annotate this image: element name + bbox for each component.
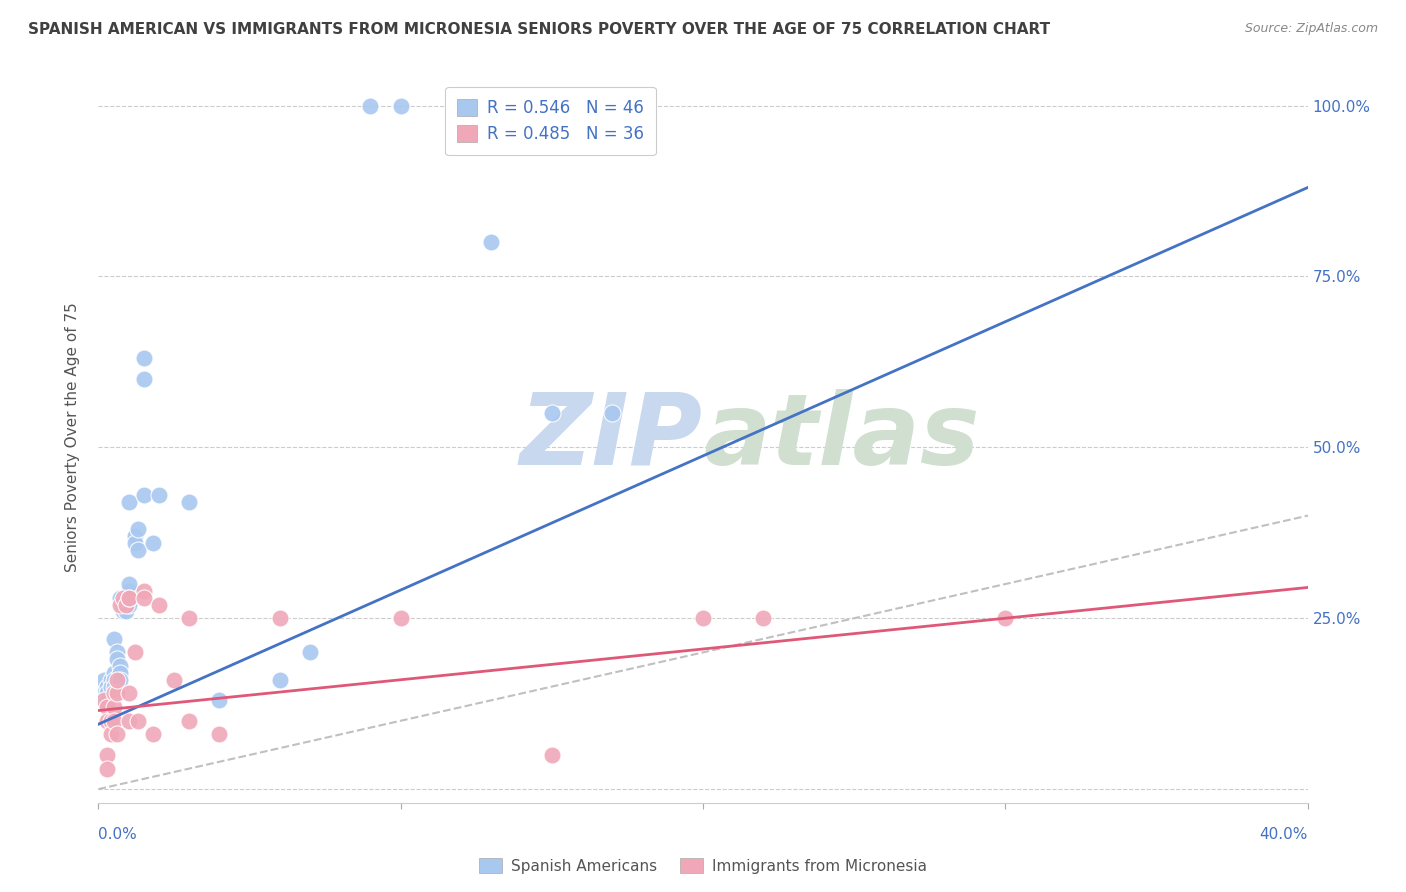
Legend: R = 0.546   N = 46, R = 0.485   N = 36: R = 0.546 N = 46, R = 0.485 N = 36 [446, 87, 655, 155]
Point [118, 591, 141, 605]
Point [103, 680, 125, 694]
Point [692, 611, 714, 625]
Point [114, 591, 136, 605]
Point [100, 673, 122, 687]
Point [103, 632, 125, 646]
Point [142, 536, 165, 550]
Point [96, 686, 118, 700]
Point [389, 611, 412, 625]
Point [108, 598, 131, 612]
Point [208, 693, 231, 707]
Point [132, 583, 155, 598]
Point [111, 598, 134, 612]
Point [118, 591, 141, 605]
Point [118, 495, 141, 509]
Point [179, 611, 201, 625]
Point [96, 762, 118, 776]
Point [481, 235, 503, 250]
Point [114, 604, 136, 618]
Point [179, 714, 201, 728]
Point [105, 727, 128, 741]
Point [148, 488, 170, 502]
Text: 0.0%: 0.0% [98, 827, 138, 842]
Point [103, 673, 125, 687]
Point [269, 611, 291, 625]
Point [93, 673, 115, 687]
Legend: Spanish Americans, Immigrants from Micronesia: Spanish Americans, Immigrants from Micro… [472, 852, 934, 880]
Point [994, 611, 1017, 625]
Point [93, 693, 115, 707]
Text: SPANISH AMERICAN VS IMMIGRANTS FROM MICRONESIA SENIORS POVERTY OVER THE AGE OF 7: SPANISH AMERICAN VS IMMIGRANTS FROM MICR… [28, 22, 1050, 37]
Point [103, 714, 125, 728]
Point [118, 598, 141, 612]
Point [103, 686, 125, 700]
Point [105, 686, 128, 700]
Point [111, 591, 134, 605]
Text: ZIP: ZIP [520, 389, 703, 485]
Point [132, 488, 155, 502]
Point [103, 665, 125, 680]
Point [103, 686, 125, 700]
Point [105, 652, 128, 666]
Y-axis label: Seniors Poverty Over the Age of 75: Seniors Poverty Over the Age of 75 [65, 302, 80, 572]
Point [105, 645, 128, 659]
Point [111, 604, 134, 618]
Point [360, 98, 382, 112]
Point [540, 747, 562, 762]
Point [389, 98, 412, 112]
Point [132, 372, 155, 386]
Point [132, 351, 155, 366]
Point [96, 714, 118, 728]
Text: Source: ZipAtlas.com: Source: ZipAtlas.com [1244, 22, 1378, 36]
Point [602, 406, 624, 420]
Point [540, 406, 562, 420]
Point [163, 673, 186, 687]
Point [118, 577, 141, 591]
Point [114, 598, 136, 612]
Point [132, 591, 155, 605]
Point [124, 529, 146, 543]
Point [752, 611, 775, 625]
Point [93, 693, 115, 707]
Point [96, 700, 118, 714]
Point [127, 714, 149, 728]
Point [105, 673, 128, 687]
Point [148, 598, 170, 612]
Point [179, 495, 201, 509]
Point [127, 542, 149, 557]
Point [93, 686, 115, 700]
Point [118, 714, 141, 728]
Point [103, 700, 125, 714]
Point [127, 522, 149, 536]
Text: 40.0%: 40.0% [1260, 827, 1308, 842]
Point [108, 673, 131, 687]
Point [108, 665, 131, 680]
Point [208, 727, 231, 741]
Point [299, 645, 322, 659]
Point [100, 714, 122, 728]
Point [269, 673, 291, 687]
Point [100, 680, 122, 694]
Point [96, 747, 118, 762]
Point [142, 727, 165, 741]
Point [124, 536, 146, 550]
Point [118, 686, 141, 700]
Point [118, 591, 141, 605]
Text: atlas: atlas [703, 389, 980, 485]
Point [124, 645, 146, 659]
Point [108, 591, 131, 605]
Point [108, 659, 131, 673]
Point [96, 680, 118, 694]
Point [100, 727, 122, 741]
Point [96, 693, 118, 707]
Point [118, 583, 141, 598]
